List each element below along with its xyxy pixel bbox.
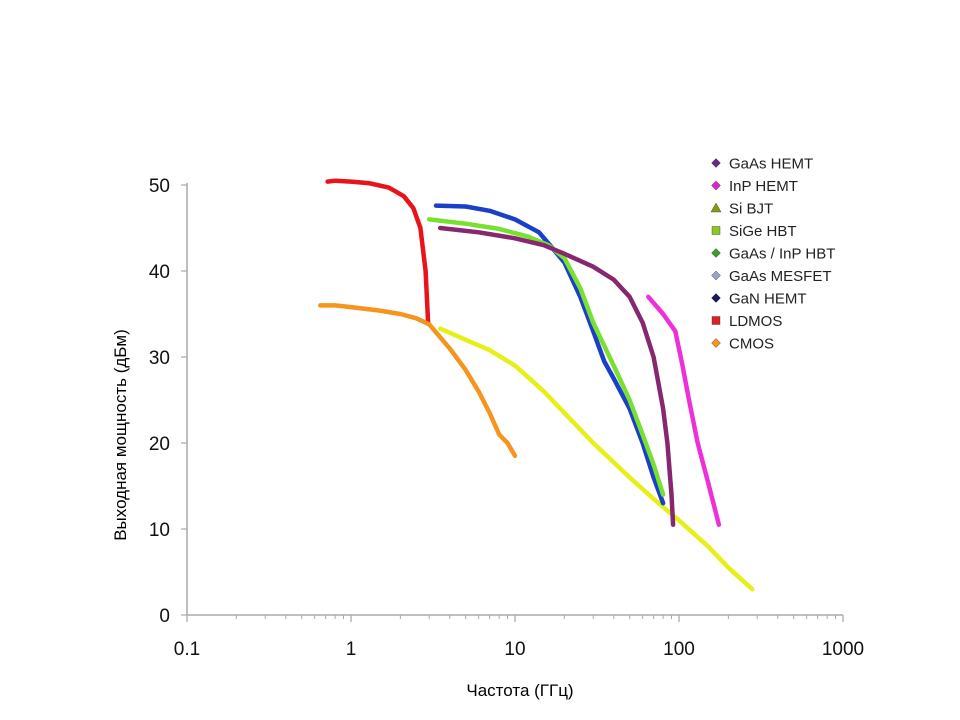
legend-label: SiGe HBT bbox=[729, 223, 797, 240]
y-tick-label: 50 bbox=[149, 176, 170, 197]
curves bbox=[318, 178, 755, 592]
series-line bbox=[318, 303, 518, 459]
legend-label: GaN HEMT bbox=[729, 291, 807, 308]
legend-marker-diamond bbox=[711, 338, 721, 348]
legend-label: Si BJT bbox=[729, 201, 773, 218]
legend-label: GaAs / InP HBT bbox=[729, 246, 835, 263]
y-tick-label: 40 bbox=[149, 262, 170, 283]
y-tick-label: 30 bbox=[149, 348, 170, 369]
legend-marker-diamond bbox=[711, 270, 721, 281]
legend-label: CMOS bbox=[729, 336, 774, 353]
x-tick-label: 1 bbox=[346, 639, 357, 660]
series-line bbox=[426, 217, 666, 497]
axes bbox=[181, 183, 844, 622]
x-tick-label: 0.1 bbox=[174, 639, 200, 660]
x-tick-label: 10 bbox=[504, 639, 525, 660]
series-line bbox=[646, 294, 722, 527]
series-line bbox=[433, 203, 666, 506]
legend-marker-diamond bbox=[711, 180, 721, 191]
x-axis-title: Частота (ГГц) bbox=[466, 681, 573, 700]
series-line bbox=[437, 326, 755, 592]
legend-marker-diamond bbox=[711, 293, 721, 303]
y-axis-title: Выходная мощность (дБм) bbox=[111, 329, 130, 541]
legend-label: InP HEMT bbox=[729, 178, 798, 195]
y-tick-label: 20 bbox=[149, 434, 170, 455]
legend-marker-diamond bbox=[711, 158, 721, 168]
legend-marker-triangle bbox=[710, 202, 722, 213]
legend-marker-diamond bbox=[711, 248, 721, 258]
legend: GaAs HEMT InP HEMT Si BJT SiGe HBT GaAs / In… bbox=[710, 156, 835, 353]
legend-label: GaAs HEMT bbox=[729, 156, 813, 173]
series-line bbox=[325, 178, 431, 325]
legend-marker-square bbox=[711, 316, 721, 325]
legend-label: LDMOS bbox=[729, 313, 782, 330]
tick-labels: 0 10 20 30 40 50 0.1 1 10 100 1000 bbox=[149, 176, 864, 660]
x-tick-label: 100 bbox=[663, 639, 695, 660]
series-line bbox=[437, 225, 676, 527]
legend-marker-square bbox=[711, 226, 721, 235]
y-tick-label: 10 bbox=[149, 520, 170, 541]
legend-label: GaAs MESFET bbox=[729, 268, 832, 285]
x-tick-label: 1000 bbox=[822, 639, 864, 660]
y-tick-label: 0 bbox=[159, 606, 170, 627]
